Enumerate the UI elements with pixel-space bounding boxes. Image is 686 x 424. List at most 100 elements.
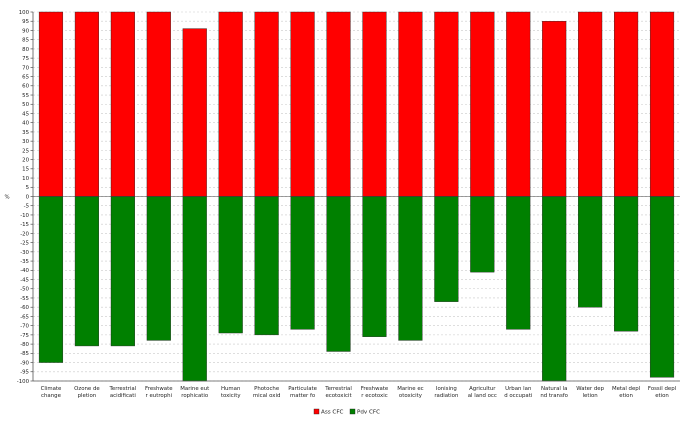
legend-label: Ass CFC bbox=[321, 410, 344, 416]
bar-pdv-cfc bbox=[434, 196, 459, 302]
x-tick-label: Particulate matter fo bbox=[288, 386, 317, 399]
y-tick-label: 65 bbox=[22, 74, 29, 80]
bar-ass-cfc bbox=[506, 11, 531, 197]
bar-pdv-cfc bbox=[74, 196, 99, 347]
y-tick-label: -95 bbox=[20, 370, 29, 376]
y-tick-label: 95 bbox=[22, 19, 29, 25]
y-tick-label: 25 bbox=[22, 148, 29, 154]
y-tick-label: 45 bbox=[22, 111, 29, 117]
x-tick-label: Climate change bbox=[41, 386, 62, 399]
bar-pdv-cfc bbox=[38, 196, 64, 363]
bar-ass-cfc bbox=[362, 11, 387, 197]
x-tick-label: Marine eut rophicatio bbox=[180, 386, 209, 399]
legend[interactable]: Ass CFC Pdv CFC bbox=[313, 408, 380, 416]
x-tick-label: Water dep letion bbox=[576, 386, 604, 399]
bar-ass-cfc bbox=[218, 11, 243, 197]
bar-ass-cfc bbox=[470, 11, 495, 197]
bar-pdv-cfc bbox=[506, 196, 531, 330]
y-tick-label: 55 bbox=[22, 93, 29, 99]
x-tick-label: Terrestrial acidificati bbox=[109, 386, 137, 399]
y-tick-label: 0 bbox=[26, 194, 30, 200]
y-tick-label: 75 bbox=[22, 56, 29, 62]
bar-ass-cfc bbox=[146, 11, 171, 197]
x-tick-label: Ionising radiation bbox=[434, 386, 458, 399]
x-tick-label: Fossil depl etion bbox=[648, 386, 676, 399]
y-tick-label: 50 bbox=[22, 102, 29, 108]
x-tick-label: Marine ec otoxicity bbox=[397, 386, 423, 399]
bar-ass-cfc bbox=[542, 21, 567, 197]
y-tick-label: -45 bbox=[20, 277, 29, 283]
bar-pdv-cfc bbox=[326, 196, 351, 352]
x-tick-label: Metal depl etion bbox=[612, 386, 640, 399]
legend-swatch bbox=[313, 408, 320, 415]
y-tick-label: 90 bbox=[22, 28, 29, 34]
bar-pdv-cfc bbox=[649, 196, 675, 378]
y-tick-label: -80 bbox=[20, 342, 29, 348]
y-tick-label: -50 bbox=[20, 287, 29, 293]
y-tick-label: 80 bbox=[22, 47, 29, 53]
bar-ass-cfc bbox=[290, 11, 315, 197]
y-tick-label: -40 bbox=[20, 268, 29, 274]
bar-pdv-cfc bbox=[362, 196, 387, 337]
y-tick-label: -70 bbox=[20, 324, 29, 330]
y-tick-label: 85 bbox=[22, 38, 29, 44]
bar-ass-cfc bbox=[74, 11, 99, 197]
y-tick-label: -5 bbox=[24, 204, 29, 210]
y-tick-label: 20 bbox=[22, 158, 29, 164]
bar-pdv-cfc bbox=[578, 196, 603, 308]
bar-ass-cfc bbox=[614, 11, 639, 197]
bar-ass-cfc bbox=[38, 11, 64, 197]
y-tick-label: 35 bbox=[22, 130, 29, 136]
y-tick-label: -25 bbox=[20, 241, 29, 247]
y-tick-label: -30 bbox=[20, 250, 29, 256]
y-tick-label: -65 bbox=[20, 314, 29, 320]
y-tick-label: -20 bbox=[20, 231, 29, 237]
y-tick-label: 10 bbox=[22, 176, 29, 182]
y-tick-label: 15 bbox=[22, 167, 29, 173]
bar-pdv-cfc bbox=[110, 196, 135, 347]
y-tick-label: 70 bbox=[22, 65, 29, 71]
y-tick-label: 40 bbox=[22, 121, 29, 127]
y-tick-label: -75 bbox=[20, 333, 29, 339]
y-tick-label: 60 bbox=[22, 84, 29, 90]
bar-pdv-cfc bbox=[614, 196, 639, 332]
y-axis-ticks: -100-95-90-85-80-75-70-65-60-55-50-45-40… bbox=[17, 10, 33, 385]
x-tick-label: Natural la nd transfo bbox=[540, 386, 568, 399]
y-tick-label: 100 bbox=[19, 10, 30, 16]
bars bbox=[38, 11, 675, 382]
bar-pdv-cfc bbox=[146, 196, 171, 341]
bar-ass-cfc bbox=[578, 11, 603, 197]
y-tick-label: -85 bbox=[20, 351, 29, 357]
bar-ass-cfc bbox=[398, 11, 423, 197]
bar-ass-cfc bbox=[182, 28, 207, 197]
y-tick-label: -90 bbox=[20, 360, 29, 366]
bar-ass-cfc bbox=[326, 11, 351, 197]
x-tick-label: Photoche mical oxid bbox=[253, 386, 280, 399]
y-tick-label: 5 bbox=[26, 185, 29, 191]
y-axis-label: % bbox=[4, 195, 9, 201]
y-tick-label: -10 bbox=[20, 213, 29, 219]
bar-ass-cfc bbox=[434, 11, 459, 197]
legend-label: Pdv CFC bbox=[357, 410, 380, 416]
x-tick-label: Ozone de pletion bbox=[74, 386, 100, 399]
bar-pdv-cfc bbox=[254, 196, 279, 336]
y-tick-label: -35 bbox=[20, 259, 29, 265]
bar-pdv-cfc bbox=[542, 196, 567, 382]
y-tick-label: 30 bbox=[22, 139, 29, 145]
bar-pdv-cfc bbox=[218, 196, 243, 334]
bar-pdv-cfc bbox=[290, 196, 315, 330]
y-tick-label: -15 bbox=[20, 222, 29, 228]
x-tick-label: Human toxicity bbox=[221, 386, 242, 399]
bar-pdv-cfc bbox=[470, 196, 495, 273]
x-tick-label: Urban lan d occupati bbox=[504, 386, 532, 399]
x-tick-label: Freshwate r ecotoxic bbox=[361, 386, 389, 399]
bar-ass-cfc bbox=[254, 11, 279, 197]
x-tick-label: Agricultur al land occ bbox=[468, 386, 497, 399]
y-tick-label: -100 bbox=[17, 379, 30, 385]
x-axis-category-labels: Climate change Ozone de pletion Terrestrial a… bbox=[41, 386, 677, 399]
bar-ass-cfc bbox=[110, 11, 135, 197]
bar-pdv-cfc bbox=[398, 196, 423, 341]
x-tick-label: Freshwate r eutrophi bbox=[145, 386, 173, 399]
x-tick-label: Terrestrial ecotoxicit bbox=[324, 386, 352, 399]
